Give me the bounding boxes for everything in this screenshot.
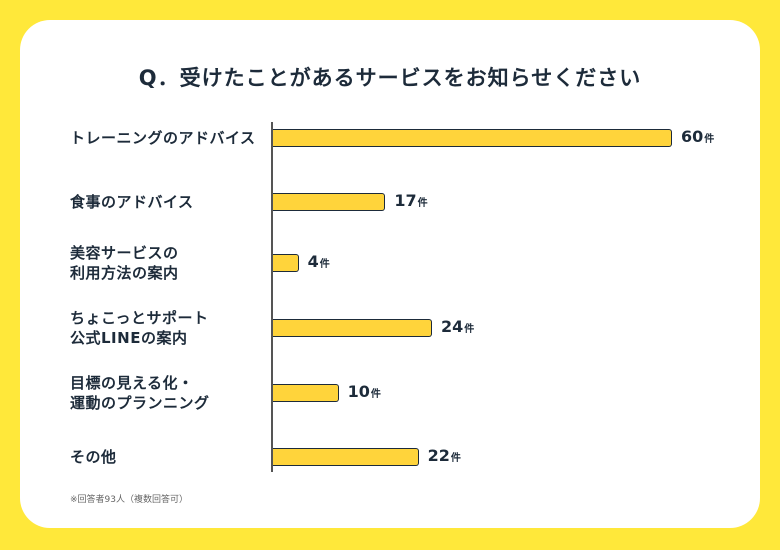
chart-card	[20, 20, 760, 528]
category-label: 食事のアドバイス	[70, 193, 194, 211]
value-label: 60件	[681, 127, 714, 146]
value-label: 17件	[394, 191, 427, 210]
value-number: 60	[681, 127, 704, 146]
value-number: 24	[441, 317, 464, 336]
category-label: その他	[70, 448, 117, 466]
value-unit: 件	[464, 324, 475, 335]
bar	[272, 193, 386, 211]
value-label: 4件	[308, 252, 330, 271]
value-number: 17	[394, 191, 417, 210]
value-unit: 件	[417, 198, 428, 209]
value-unit: 件	[450, 453, 461, 464]
value-number: 22	[427, 446, 450, 465]
value-number: 4	[307, 252, 319, 271]
footnote: ※回答者93人（複数回答可）	[70, 495, 188, 505]
value-label: 22件	[428, 446, 461, 465]
category-label: ちょこっとサポート 公式LINEの案内	[70, 309, 209, 347]
bar	[272, 129, 672, 147]
y-axis-line	[271, 122, 273, 472]
category-label: 目標の見える化・ 運動のプランニング	[70, 374, 210, 412]
category-label: 美容サービスの 利用方法の案内	[70, 244, 179, 282]
bar	[272, 384, 339, 402]
chart-title: Q．受けたことがあるサービスをお知らせください	[138, 66, 642, 90]
value-unit: 件	[319, 259, 330, 270]
bar	[272, 254, 299, 272]
value-unit: 件	[704, 134, 715, 145]
value-label: 10件	[348, 382, 381, 401]
category-label: トレーニングのアドバイス	[70, 129, 256, 147]
value-label: 24件	[441, 317, 474, 336]
value-number: 10	[347, 382, 370, 401]
value-unit: 件	[370, 389, 381, 400]
bar	[272, 319, 432, 337]
bar	[272, 448, 419, 466]
